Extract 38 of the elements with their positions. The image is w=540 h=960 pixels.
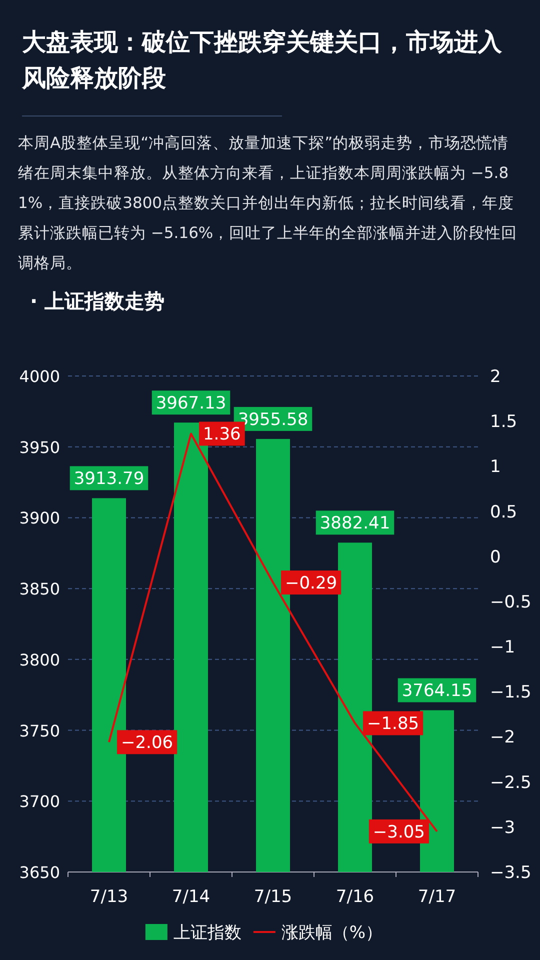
y-tick-label: 3900 (19, 508, 60, 528)
y2-tick-label: −2 (490, 728, 516, 748)
y-tick-label: 3650 (19, 863, 60, 882)
text: 本周A股整体呈现“冲高回落、放量加速下探”的极弱走势，市场恐慌情绪在周末集中释放。从整体方向来看，上证指数本周周涨跌幅为 −5.81%，直接跌破3800点整数关口并创出年内新低；拉长时间线看，年度累计涨跌幅已转为 −5.16%，回吐了上半年的全部涨幅并进入阶段性回调格局。 (18, 134, 518, 272)
data-label: −0.29 (284, 574, 338, 594)
x-tick-label: 7/13 (90, 887, 128, 907)
x-tick-label: 7/16 (336, 887, 374, 907)
data-label: −3.05 (372, 822, 426, 842)
y-tick-label: 3950 (19, 438, 60, 457)
y2-tick-label: 0.5 (490, 502, 518, 522)
x-tick-label: 7/14 (172, 887, 210, 907)
legend-label: 涨跌幅（%） (281, 923, 383, 943)
y2-tick-label: 1 (490, 457, 501, 478)
y2-tick-label: −3 (490, 818, 516, 838)
y2-tick-label: −0.5 (490, 592, 532, 612)
y2-tick-label: 2 (490, 367, 501, 387)
y-tick-label: 3800 (19, 650, 60, 670)
x-tick-label: 7/15 (254, 887, 292, 907)
chart-subtitle: · 上证指数走势 (30, 289, 165, 313)
y2-tick-label: −3.5 (490, 863, 532, 883)
y-tick-label: 3700 (19, 792, 60, 812)
y2-tick-label: −1 (490, 638, 516, 658)
x-tick-label: 7/17 (418, 887, 456, 907)
data-label: −1.85 (366, 714, 420, 734)
data-label: 3967.13 (156, 394, 226, 414)
chart-title: 大盘表现：破位下挫跌穿关键关口，市场进入风险释放阶段 (21, 28, 503, 92)
y2-tick-label: 1.5 (490, 412, 518, 432)
data-label: −2.06 (120, 733, 174, 754)
data-label: 3764.15 (402, 681, 472, 702)
y-tick-label: 3750 (19, 721, 60, 740)
y2-tick-label: 0 (490, 547, 501, 568)
data-label: 3882.41 (320, 514, 390, 534)
y-tick-label: 3850 (19, 580, 60, 599)
data-label: 3913.79 (74, 469, 144, 490)
legend-label: 上证指数 (173, 923, 242, 943)
y-tick-label: 4000 (19, 367, 60, 386)
y2-tick-label: −1.5 (490, 682, 532, 703)
y2-tick-label: −2.5 (490, 772, 532, 793)
